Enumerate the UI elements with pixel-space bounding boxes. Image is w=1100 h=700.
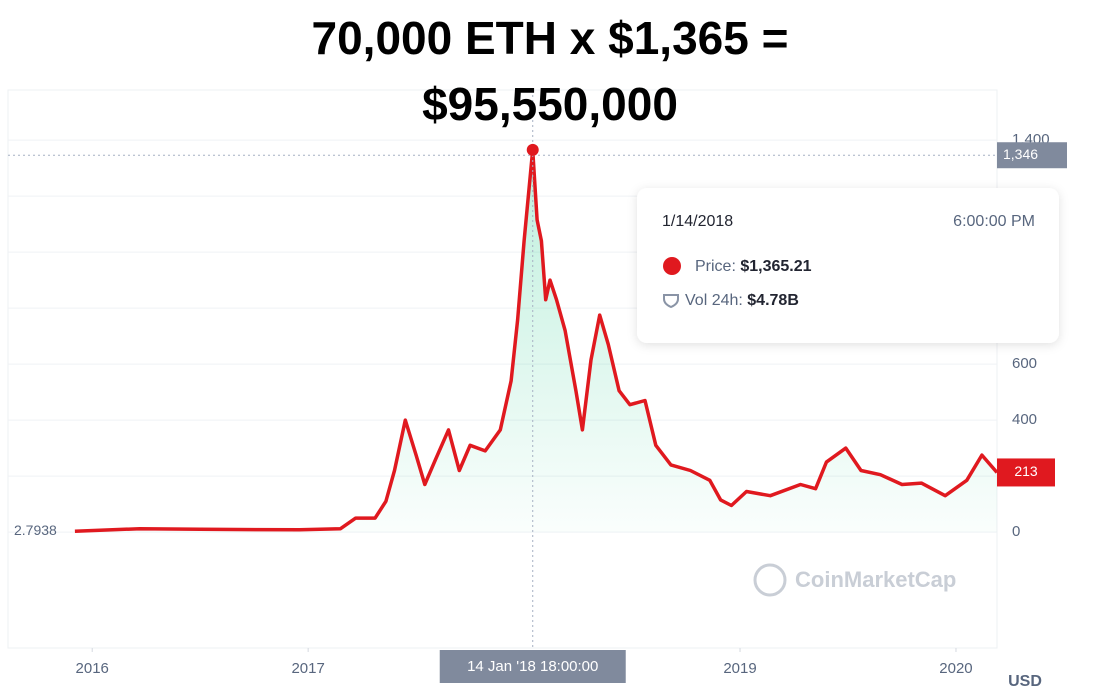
y-tick-label: 0 bbox=[1012, 523, 1020, 540]
crosshair-y-box bbox=[997, 142, 1067, 169]
crosshair-y-label: 1,346 bbox=[1003, 146, 1038, 162]
tooltip-volume: Vol 24h: $4.78B bbox=[685, 292, 799, 309]
x-tick-label: 2020 bbox=[939, 660, 972, 677]
watermark-text: CoinMarketCap bbox=[795, 567, 956, 592]
y-tick-label: 600 bbox=[1012, 355, 1037, 372]
crosshair-x-box bbox=[439, 650, 626, 683]
price-icon bbox=[663, 257, 681, 275]
tooltip-date: 1/14/2018 bbox=[662, 213, 733, 230]
unit-label: USD bbox=[1008, 673, 1042, 690]
plot-area bbox=[7, 89, 998, 649]
highlight-point bbox=[526, 143, 539, 156]
x-tick-label: 2016 bbox=[76, 660, 109, 677]
x-tick-label: 2017 bbox=[291, 660, 324, 677]
tooltip-price: Price: $1,365.21 bbox=[695, 258, 812, 275]
tooltip: 1/14/2018 6:00:00 PM Price: $1,365.21 Vo… bbox=[637, 188, 1059, 343]
volume-label: Vol 24h: bbox=[685, 292, 743, 309]
price-value: $1,365.21 bbox=[740, 258, 811, 275]
title-line: $95,550,000 bbox=[422, 78, 678, 130]
current-price-box bbox=[997, 458, 1055, 487]
crosshair-x-label: 14 Jan '18 18:00:00 bbox=[467, 658, 598, 675]
tooltip-time: 6:00:00 PM bbox=[953, 213, 1035, 230]
y-tick-label: 400 bbox=[1012, 411, 1037, 428]
x-tick-label: 2019 bbox=[723, 660, 756, 677]
volume-value: $4.78B bbox=[747, 292, 799, 309]
price-line bbox=[74, 148, 999, 534]
start-price-label: 2.7938 bbox=[14, 522, 57, 538]
current-price-label: 213 bbox=[1014, 463, 1038, 479]
price-label: Price: bbox=[695, 258, 736, 275]
tooltip-box bbox=[637, 188, 1059, 343]
watermark: CoinMarketCap bbox=[753, 563, 956, 597]
volume-icon bbox=[663, 294, 679, 309]
title-line: 70,000 ETH x $1,365 = bbox=[312, 12, 789, 64]
watermark-logo bbox=[753, 563, 787, 597]
price-area bbox=[74, 149, 997, 533]
